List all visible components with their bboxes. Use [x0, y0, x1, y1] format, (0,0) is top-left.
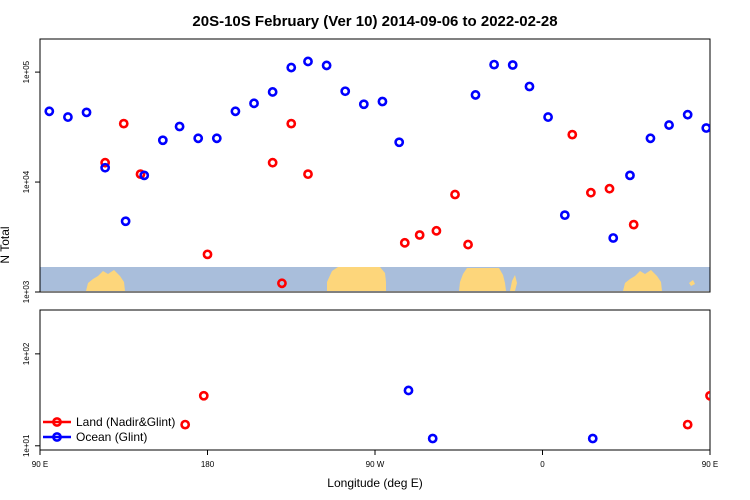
legend: Land (Nadir&Glint)Ocean (Glint) [43, 415, 175, 444]
series-1-point-10 [230, 106, 241, 117]
series-1-point-6 [157, 135, 168, 146]
series-0-point-18 [198, 390, 209, 401]
y-axis-label: N Total [0, 226, 12, 263]
continent-south-america [327, 267, 386, 291]
x-tick-label-4: 90 E [702, 460, 718, 469]
series-0-point-12 [604, 183, 615, 194]
series-1-point-9 [211, 133, 222, 144]
map-strip [40, 267, 710, 291]
lower-y-tick-label-0: 1e+01 [22, 434, 31, 457]
series-0-point-5 [399, 237, 410, 248]
upper-y-tick-label-1: 1e+04 [22, 170, 31, 193]
series-0-point-20 [705, 390, 710, 401]
upper-panel: 1e+03 1e+04 1e+05 [22, 38, 711, 303]
series-0-point-10 [567, 129, 578, 140]
lower-y-tick-label-1: 1e+02 [22, 342, 31, 365]
series-1-point-30 [682, 109, 693, 120]
series-0-point-17 [180, 419, 191, 430]
series-1-point-21 [489, 59, 500, 70]
series-0-point-8 [450, 189, 460, 200]
series-1-point-27 [625, 170, 635, 181]
upper-plot-frame [39, 38, 711, 293]
series-0-point-16 [303, 169, 313, 180]
continent-africa [459, 268, 506, 291]
continent-australia-west [86, 270, 125, 291]
series-0-point-1 [118, 118, 129, 129]
lower-y-axis: 1e+01 1e+02 [22, 342, 40, 457]
series-0-point-19 [682, 419, 693, 430]
series-1-point-22 [507, 60, 518, 70]
series-1-point-18 [377, 96, 388, 107]
series-0-point-7 [431, 225, 442, 236]
series-1-point-31 [701, 123, 710, 133]
series-1-point-3 [100, 162, 111, 173]
series-1-point-13 [286, 62, 297, 73]
series-1-point-17 [358, 99, 369, 110]
series-1-point-1 [63, 112, 73, 122]
x-tick-label-0: 90 E [32, 460, 48, 469]
series-0-point-14 [267, 157, 278, 168]
island-new-caledonia [689, 280, 695, 286]
series-1-point-4 [120, 216, 131, 227]
x-axis: 90 E 180 90 W 0 90 E [32, 450, 718, 469]
series-0-point-0 [100, 157, 111, 168]
series-0-point-3 [202, 249, 213, 260]
legend-marker-1 [52, 432, 62, 442]
series-1-point-29 [664, 120, 674, 130]
legend-label-1: Ocean (Glint) [76, 430, 147, 444]
series-0-point-13 [628, 219, 639, 230]
series-1-point-7 [174, 121, 185, 132]
series-0-point-9 [463, 239, 473, 250]
upper-y-axis: 1e+03 1e+04 1e+05 [22, 60, 40, 303]
series-1-point-12 [267, 87, 278, 97]
series-0-point-6 [414, 230, 425, 240]
series-1-point-0 [44, 106, 55, 117]
series-1-point-23 [524, 81, 535, 92]
series-1-point-24 [543, 112, 553, 122]
series-1-point-11 [249, 98, 259, 109]
series-1-point-34 [587, 433, 598, 444]
series-0-point-4 [277, 278, 287, 289]
series-1-point-20 [470, 90, 481, 100]
series-1-point-32 [403, 385, 414, 396]
upper-points [44, 56, 710, 289]
series-1-point-15 [321, 60, 332, 71]
series-1-point-2 [81, 107, 92, 118]
continent-australia-east [623, 270, 662, 291]
x-axis-label: Longitude (deg E) [327, 476, 422, 490]
series-1-point-19 [394, 137, 405, 148]
series-0-point-15 [286, 118, 297, 129]
series-1-point-33 [427, 433, 438, 444]
series-1-point-16 [340, 86, 351, 97]
legend-marker-0 [52, 417, 62, 427]
legend-label-0: Land (Nadir&Glint) [76, 415, 175, 429]
chart-title: 20S-10S February (Ver 10) 2014-09-06 to … [192, 13, 557, 30]
upper-y-tick-label-0: 1e+03 [22, 280, 31, 303]
series-1-point-28 [645, 133, 656, 144]
series-1-point-8 [193, 133, 204, 144]
x-tick-label-3: 0 [540, 460, 545, 469]
x-tick-label-1: 180 [201, 460, 215, 469]
lower-points [180, 385, 710, 444]
x-tick-label-2: 90 W [366, 460, 385, 469]
series-0-point-11 [585, 187, 596, 198]
series-1-point-14 [303, 56, 313, 67]
series-1-point-5 [139, 170, 150, 181]
series-1-point-26 [608, 233, 619, 243]
lower-plot-frame [39, 309, 711, 451]
continent-madagascar [510, 275, 517, 291]
upper-y-tick-label-2: 1e+05 [22, 60, 31, 83]
series-1-point-25 [559, 210, 570, 221]
